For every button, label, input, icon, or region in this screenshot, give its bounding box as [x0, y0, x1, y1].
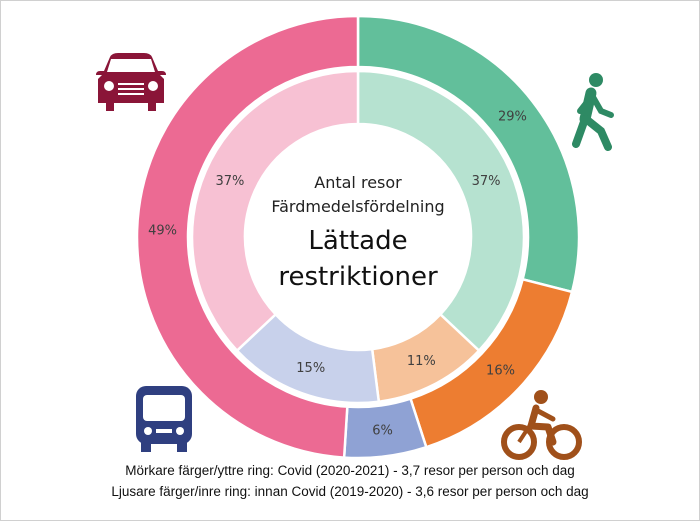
outer-label-bil: 49% [148, 223, 177, 238]
walking-person-icon [572, 73, 614, 151]
car-icon [96, 53, 166, 111]
inner-slice-bil [190, 69, 360, 353]
center-line2: Färdmedelsfördelning [271, 197, 444, 216]
center-line3: Lättade [308, 226, 407, 256]
footnote-inner-ring: Ljusare färger/inre ring: innan Covid (2… [111, 484, 589, 499]
inner-label-bil: 37% [216, 174, 245, 189]
inner-label-gång: 37% [472, 174, 501, 189]
center-line4: restriktioner [278, 262, 438, 292]
outer-label-kollektivtrafik: 6% [372, 423, 393, 438]
outer-label-gång: 29% [498, 110, 527, 125]
bicycle-icon [501, 390, 582, 460]
inner-label-kollektivtrafik: 15% [296, 361, 325, 376]
outer-label-cykel: 16% [486, 363, 515, 378]
center-line1: Antal resor [314, 173, 402, 192]
inner-slice-gång [356, 69, 526, 353]
outer-slice-bil [135, 14, 360, 459]
inner-label-cykel: 11% [407, 354, 436, 369]
bus-icon [136, 386, 192, 452]
footnote-outer-ring: Mörkare färger/yttre ring: Covid (2020-2… [125, 463, 575, 478]
